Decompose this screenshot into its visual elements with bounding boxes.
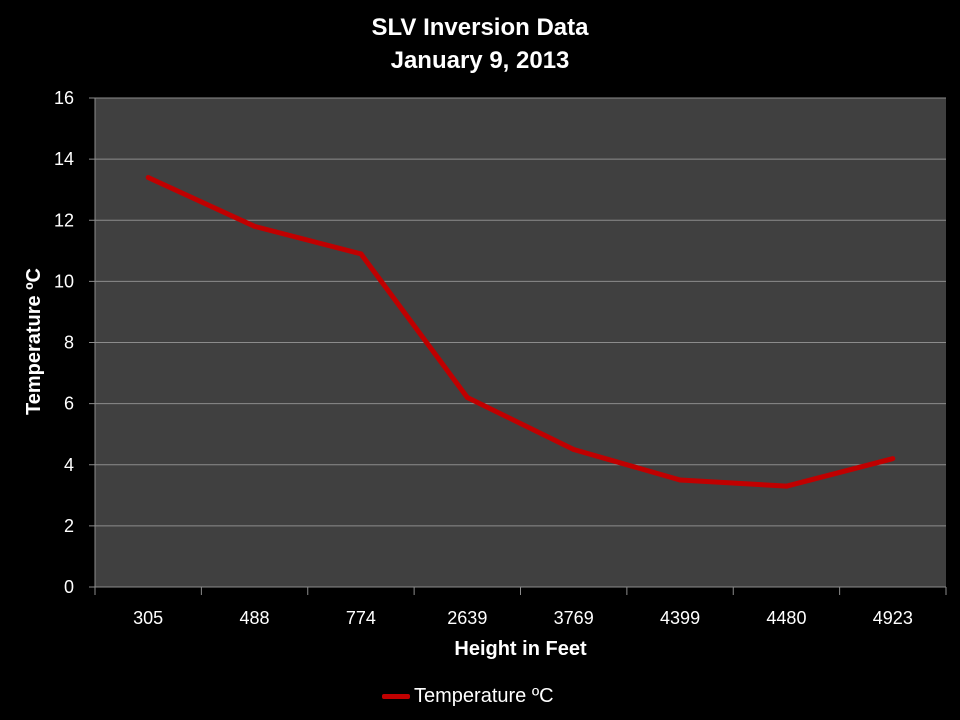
x-tick-label: 3769 <box>554 608 594 628</box>
gridlines <box>95 97 946 527</box>
legend-swatch <box>382 693 410 699</box>
data-point <box>677 477 683 483</box>
x-tick-label: 305 <box>133 608 163 628</box>
y-tick-label: 0 <box>64 577 74 597</box>
series-line <box>147 175 894 489</box>
data-point <box>890 456 896 462</box>
data-point <box>783 483 789 489</box>
legend: Temperature ºC <box>382 681 554 711</box>
chart-title: SLV Inversion Data <box>371 14 589 41</box>
x-tick-label: 4399 <box>660 608 700 628</box>
y-tick-label: 12 <box>54 210 74 230</box>
y-tick-label: 4 <box>64 455 74 475</box>
data-point <box>358 251 364 257</box>
x-tick-label: 4923 <box>873 608 913 628</box>
y-tick-label: 2 <box>64 516 74 536</box>
data-point <box>571 446 577 452</box>
y-tick-label: 6 <box>64 394 74 414</box>
y-tick-label: 8 <box>64 333 74 353</box>
x-tick-label: 774 <box>346 608 376 628</box>
x-tick-label: 2639 <box>447 608 487 628</box>
x-tick-label: 488 <box>240 608 270 628</box>
data-point <box>145 174 151 180</box>
y-tick-label: 10 <box>54 271 74 291</box>
y-tick-label: 16 <box>54 88 74 108</box>
y-tick-label: 14 <box>54 149 74 169</box>
data-point <box>252 223 258 229</box>
x-tick-label: 4480 <box>766 608 806 628</box>
y-axis-ticks: 0 2 4 6 8 10 12 14 16 <box>54 88 95 597</box>
data-point <box>464 395 470 401</box>
series-group <box>145 174 896 489</box>
x-axis-title: Height in Feet <box>454 638 587 660</box>
y-axis-title: Temperature ºC <box>23 268 45 415</box>
legend-label: Temperature ºC <box>414 684 554 707</box>
chart-subtitle: January 9, 2013 <box>390 47 570 74</box>
x-axis-ticks: 305 488 774 2639 3769 4399 4480 4923 <box>94 587 947 628</box>
